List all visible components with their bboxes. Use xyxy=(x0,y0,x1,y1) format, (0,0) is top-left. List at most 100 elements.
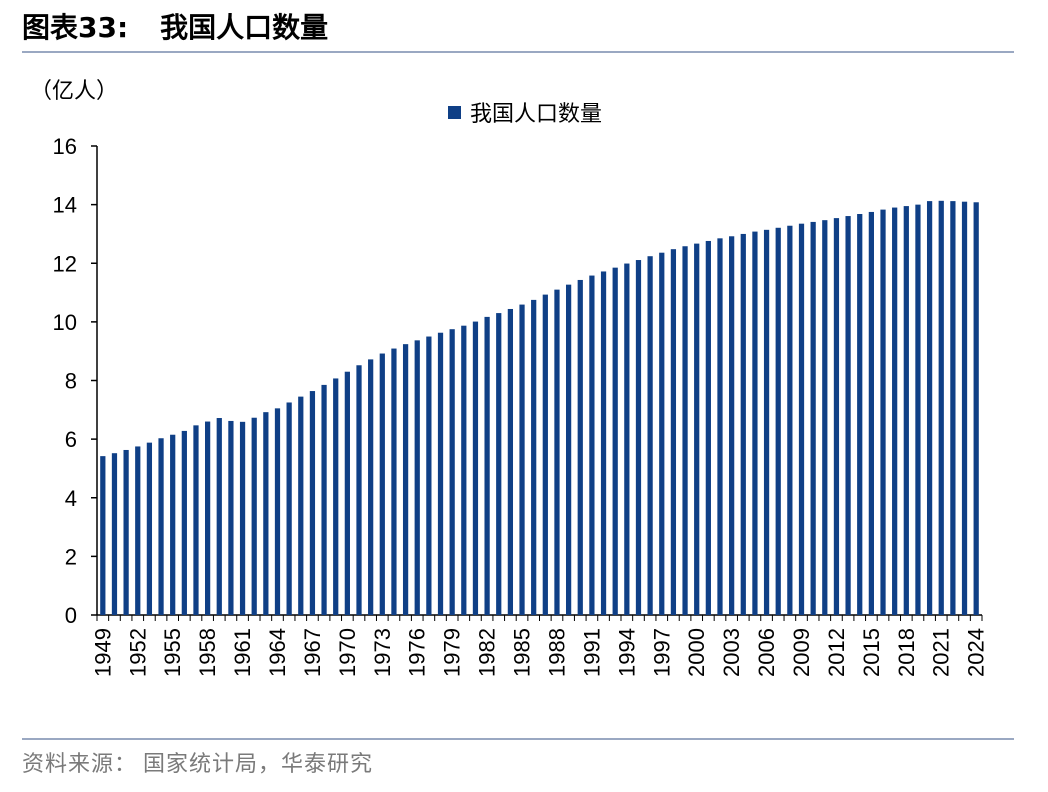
bar-1996 xyxy=(647,256,653,615)
bar-2015 xyxy=(868,211,874,615)
bar-2021 xyxy=(938,200,944,615)
x-axis: 1949 1952 1955 1958 1961 1964 1967 1970 1973 1976… xyxy=(90,614,989,677)
bar-1984 xyxy=(507,308,514,615)
bar-1956 xyxy=(181,430,187,615)
x-tick-label: 1979 xyxy=(440,628,465,677)
x-tick-label: 2000 xyxy=(684,628,709,677)
legend-label: 我国人口数量 xyxy=(470,101,602,126)
bar-1973 xyxy=(379,353,385,615)
bar-1979 xyxy=(449,329,455,615)
x-tick-label: 2018 xyxy=(894,628,919,677)
bar-2002 xyxy=(717,238,723,615)
bar-1955 xyxy=(170,434,176,615)
figure-number: 图表33: xyxy=(22,11,129,44)
bar-1989 xyxy=(565,284,572,615)
x-tick-label: 1958 xyxy=(195,628,220,677)
bar-1954 xyxy=(158,438,164,615)
bar-1977 xyxy=(426,336,432,615)
y-tick-label: 2 xyxy=(65,544,77,569)
y-tick-label: 4 xyxy=(65,486,77,511)
bar-1974 xyxy=(391,348,397,615)
bottom-divider xyxy=(22,738,1014,740)
x-tick-label: 1973 xyxy=(370,628,395,677)
x-tick-label: 1988 xyxy=(544,628,569,677)
bar-1986 xyxy=(531,299,537,615)
bar-1981 xyxy=(472,321,479,615)
bar-1960 xyxy=(228,420,234,615)
bar-1961 xyxy=(239,421,246,615)
bar-2022 xyxy=(950,201,956,616)
y-tick-label: 16 xyxy=(53,134,77,159)
figure-title-text: 我国人口数量 xyxy=(160,11,329,44)
y-tick-label: 6 xyxy=(65,427,77,452)
x-tick-label: 1970 xyxy=(335,628,360,677)
source-note: 资料来源： 国家统计局，华泰研究 xyxy=(22,748,379,782)
bar-1951 xyxy=(123,449,129,615)
bar-1988 xyxy=(554,289,560,615)
bar-1962 xyxy=(251,417,257,615)
bar-1994 xyxy=(624,263,630,615)
legend-swatch xyxy=(448,106,461,119)
bar-1980 xyxy=(461,325,467,615)
bar-1958 xyxy=(205,421,211,615)
x-tick-label: 1952 xyxy=(125,628,150,677)
x-tick-label: 1997 xyxy=(649,628,674,677)
bar-2013 xyxy=(845,216,851,615)
legend: 我国人口数量 xyxy=(448,101,602,126)
bar-1976 xyxy=(414,340,420,615)
x-tick-label: 2021 xyxy=(929,628,954,677)
bar-1972 xyxy=(368,359,374,615)
bar-2024 xyxy=(973,202,979,615)
bar-1959 xyxy=(216,418,222,615)
bar-2011 xyxy=(822,220,828,615)
bar-2023 xyxy=(961,201,968,615)
x-tick-label: 2009 xyxy=(789,628,814,677)
bar-1970 xyxy=(344,371,350,615)
bar-1968 xyxy=(321,384,327,615)
bar-2010 xyxy=(810,221,816,616)
y-tick-label: 12 xyxy=(53,251,77,276)
bar-1990 xyxy=(577,279,583,615)
bar-2006 xyxy=(763,229,770,615)
bar-1982 xyxy=(484,316,490,615)
bar-2005 xyxy=(752,231,758,615)
bar-1952 xyxy=(135,446,141,615)
bar-1953 xyxy=(146,442,153,615)
bar-1978 xyxy=(437,332,444,615)
bar-2008 xyxy=(787,225,793,616)
x-tick-label: 1949 xyxy=(90,628,115,677)
bar-1998 xyxy=(670,249,677,615)
bar-1999 xyxy=(682,246,688,615)
bar-1987 xyxy=(542,294,548,615)
bar-1993 xyxy=(612,267,618,615)
bar-2007 xyxy=(775,227,781,615)
bar-1969 xyxy=(333,378,339,615)
y-tick-label: 10 xyxy=(53,310,77,335)
bar-2018 xyxy=(903,206,909,615)
x-tick-label: 2015 xyxy=(859,628,884,677)
x-tick-label: 1964 xyxy=(265,628,290,677)
y-tick-label: 14 xyxy=(53,193,77,218)
x-tick-label: 2012 xyxy=(824,628,849,677)
bar-2017 xyxy=(892,207,898,615)
bar-2000 xyxy=(694,243,700,616)
x-tick-label: 1955 xyxy=(160,628,185,677)
bar-2009 xyxy=(798,223,805,615)
x-tick-label: 1961 xyxy=(230,628,255,677)
bar-2014 xyxy=(857,214,863,615)
bar-1957 xyxy=(193,425,199,615)
bar-1971 xyxy=(356,365,362,615)
x-tick-label: 1982 xyxy=(475,628,500,677)
bar-1965 xyxy=(286,402,292,615)
bar-2003 xyxy=(729,236,735,615)
bar-2020 xyxy=(926,201,933,616)
x-tick-label: 1991 xyxy=(579,628,604,677)
x-tick-label: 2024 xyxy=(964,628,989,677)
bar-1985 xyxy=(519,304,525,615)
bar-1949 xyxy=(100,456,106,615)
bar-1966 xyxy=(298,396,304,615)
bar-2001 xyxy=(705,240,711,615)
bar-1964 xyxy=(274,408,281,615)
y-tick-label: 0 xyxy=(65,603,77,628)
